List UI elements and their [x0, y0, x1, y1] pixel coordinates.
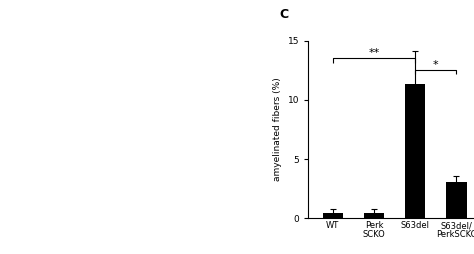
Bar	[364, 213, 384, 218]
Bar	[446, 182, 467, 218]
Text: C: C	[280, 8, 289, 21]
Text: **: **	[368, 48, 380, 58]
Y-axis label: amyelinated fibers (%): amyelinated fibers (%)	[273, 78, 282, 181]
Bar	[322, 213, 343, 218]
Text: *: *	[433, 60, 438, 70]
Bar	[405, 85, 426, 218]
